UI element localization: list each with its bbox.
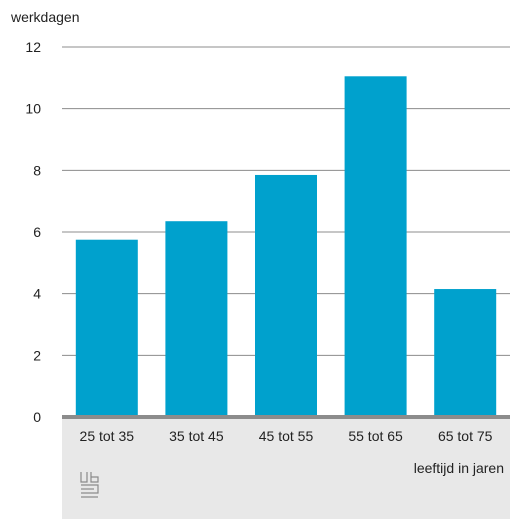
y-tick-label: 2	[33, 347, 41, 363]
y-tick-label: 8	[33, 162, 41, 178]
bar	[434, 289, 497, 417]
x-tick-label: 55 tot 65	[348, 428, 403, 444]
y-axis-label: werkdagen	[10, 9, 80, 25]
x-tick-labels: 25 tot 35 35 tot 45 45 tot 55 55 tot 65 65 t…	[80, 428, 493, 444]
y-tick-label: 6	[33, 224, 41, 240]
y-tick-labels: 0 2 4 6 8 10 12	[25, 39, 41, 425]
bar	[255, 174, 317, 417]
cbs-logo-icon	[80, 472, 99, 498]
x-tick-label: 35 tot 45	[169, 428, 224, 444]
bar	[165, 221, 228, 417]
bar	[75, 239, 138, 417]
x-tick-label: 65 tot 75	[438, 428, 493, 444]
x-tick-label: 25 tot 35	[80, 428, 135, 444]
y-tick-label: 10	[25, 101, 41, 117]
y-tick-label: 12	[25, 39, 41, 55]
bars	[75, 76, 497, 418]
bar	[344, 76, 407, 418]
category-panel	[62, 416, 510, 519]
y-tick-label: 0	[33, 409, 41, 425]
x-axis-label: leeftijd in jaren	[414, 460, 504, 476]
x-tick-label: 45 tot 55	[259, 428, 314, 444]
y-tick-label: 4	[33, 286, 41, 302]
